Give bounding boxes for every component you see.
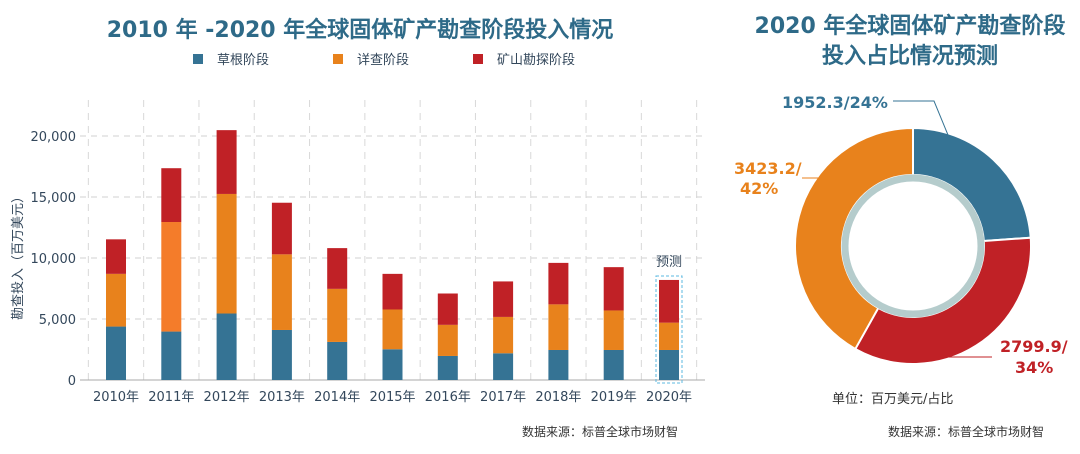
bar-segment bbox=[548, 304, 569, 350]
bar-segment bbox=[382, 273, 403, 310]
donut-chart: 1952.3/24% 3423.2/42% 2799.9/34% bbox=[734, 93, 1068, 377]
bar-segment bbox=[327, 341, 348, 380]
x-tick-label: 2019年 bbox=[591, 390, 637, 405]
bar-segment bbox=[106, 239, 126, 274]
bar-segment bbox=[603, 310, 624, 350]
x-tick-label: 2015年 bbox=[369, 390, 415, 405]
bar-segment bbox=[382, 309, 403, 350]
slice-label: 1952.3/24% bbox=[782, 93, 888, 112]
y-tick-label: 20,000 bbox=[31, 130, 77, 145]
y-tick-label: 0 bbox=[68, 374, 76, 389]
x-tick-label: 2011年 bbox=[148, 390, 194, 405]
bar-segment bbox=[603, 267, 624, 311]
legend-swatch bbox=[333, 53, 343, 64]
pie-title-line2: 投入占比情况预测 bbox=[821, 44, 998, 69]
bar-segment bbox=[493, 316, 514, 354]
legend-label: 草根阶段 bbox=[217, 53, 270, 68]
legend-item-detailed: 详查阶段 bbox=[333, 49, 409, 68]
x-tick-label: 2016年 bbox=[425, 390, 471, 405]
bar-segment bbox=[216, 130, 237, 194]
x-tick-label: 2010年 bbox=[93, 390, 139, 405]
x-tick-label: 2020年 bbox=[646, 390, 692, 405]
forecast-label: 预测 bbox=[656, 255, 682, 270]
legend-swatch bbox=[193, 53, 203, 64]
bar-segment bbox=[659, 279, 679, 323]
bar-segment bbox=[548, 262, 569, 305]
bar-segment bbox=[106, 273, 126, 327]
bar-segment bbox=[271, 329, 292, 380]
forecast-box bbox=[655, 275, 683, 384]
bar-segment bbox=[548, 349, 569, 380]
bar-segment bbox=[216, 313, 237, 380]
bar-segment bbox=[327, 248, 348, 289]
pie-title-line1: 2020 年全球固体矿产勘查阶段 bbox=[754, 14, 1066, 39]
bar-segment bbox=[659, 322, 679, 350]
y-tick-label: 15,000 bbox=[31, 191, 77, 206]
legend-swatch bbox=[473, 53, 483, 64]
bar-segment bbox=[603, 349, 624, 380]
bar-segment bbox=[493, 353, 514, 380]
y-axis-label: 勘查投入（百万美元） bbox=[10, 190, 26, 320]
bar-chart-title: 2010 年 -2020 年全球固体矿产勘查阶段投入情况 bbox=[106, 18, 614, 43]
bar-segment bbox=[437, 355, 458, 380]
slice-label: 3423.2/ bbox=[734, 159, 802, 178]
y-tick-label: 5,000 bbox=[39, 313, 76, 328]
legend-item-grassroots: 草根阶段 bbox=[193, 49, 269, 68]
bar-segment bbox=[659, 349, 679, 380]
bar-segment bbox=[106, 326, 126, 380]
slice-label: 42% bbox=[740, 179, 778, 198]
slice-label: 34% bbox=[1015, 358, 1053, 377]
y-tick-label: 10,000 bbox=[31, 252, 77, 267]
bar-segment bbox=[382, 349, 403, 380]
bar-segment bbox=[271, 202, 292, 255]
legend-item-mine: 矿山勘探阶段 bbox=[473, 49, 575, 68]
unit-label: 单位：百万美元/占比 bbox=[832, 392, 954, 407]
bar-segment bbox=[161, 222, 182, 332]
bar-segment bbox=[493, 281, 514, 317]
legend-label: 详查阶段 bbox=[357, 53, 410, 68]
bar-source: 数据来源：标普全球市场财智 bbox=[522, 425, 679, 439]
bar-segment bbox=[437, 293, 458, 325]
bar-segment bbox=[271, 254, 292, 330]
donut-slice bbox=[912, 126, 1032, 243]
bar-segment bbox=[437, 324, 458, 356]
pie-source: 数据来源：标普全球市场财智 bbox=[888, 425, 1045, 439]
pie-title: 2020 年全球固体矿产勘查阶段 投入占比情况预测 bbox=[720, 12, 1080, 72]
bar-segment bbox=[161, 168, 182, 223]
bar-segment bbox=[161, 331, 182, 380]
x-tick-label: 2017年 bbox=[480, 390, 526, 405]
x-tick-label: 2018年 bbox=[535, 390, 581, 405]
leader-line bbox=[893, 100, 949, 136]
slice-label: 2799.9/ bbox=[1000, 337, 1068, 356]
x-tick-label: 2014年 bbox=[314, 390, 360, 405]
donut-inner-ring bbox=[841, 174, 985, 318]
x-tick-label: 2012年 bbox=[204, 390, 250, 405]
bar-chart: 勘查投入（百万美元） 0 5,000 10,000 15,000 20,000 2010年… bbox=[10, 100, 705, 405]
x-tick-label: 2013年 bbox=[259, 390, 305, 405]
bar-segment bbox=[216, 193, 237, 314]
bar-segment bbox=[327, 288, 348, 342]
legend-label: 矿山勘探阶段 bbox=[497, 53, 576, 68]
